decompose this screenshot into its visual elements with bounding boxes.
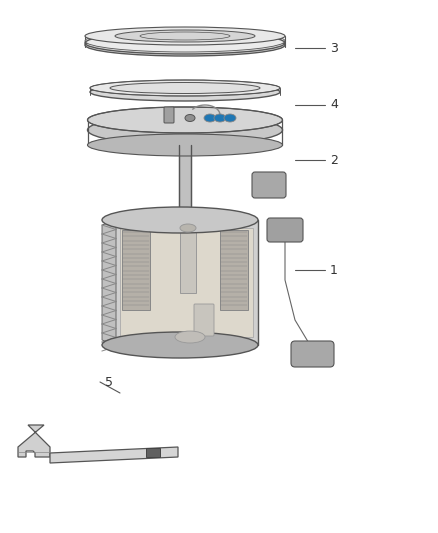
Ellipse shape bbox=[85, 30, 285, 52]
Ellipse shape bbox=[88, 107, 283, 133]
Ellipse shape bbox=[90, 80, 280, 96]
Polygon shape bbox=[116, 220, 258, 345]
FancyBboxPatch shape bbox=[252, 172, 286, 198]
Bar bbox=[220, 230, 248, 310]
Ellipse shape bbox=[85, 34, 285, 56]
Ellipse shape bbox=[90, 83, 280, 101]
Polygon shape bbox=[102, 220, 116, 345]
Text: 1: 1 bbox=[330, 263, 338, 277]
Ellipse shape bbox=[115, 30, 255, 42]
Ellipse shape bbox=[85, 27, 285, 45]
Text: 4: 4 bbox=[330, 99, 338, 111]
FancyBboxPatch shape bbox=[267, 218, 303, 242]
Ellipse shape bbox=[185, 115, 195, 122]
FancyBboxPatch shape bbox=[194, 304, 214, 336]
Polygon shape bbox=[120, 228, 253, 337]
Bar bbox=[179, 145, 191, 225]
Polygon shape bbox=[18, 425, 50, 457]
Bar bbox=[146, 448, 160, 457]
FancyBboxPatch shape bbox=[164, 107, 174, 123]
Ellipse shape bbox=[102, 332, 258, 358]
Ellipse shape bbox=[175, 331, 205, 343]
Ellipse shape bbox=[88, 134, 283, 156]
Ellipse shape bbox=[102, 207, 258, 233]
Ellipse shape bbox=[110, 83, 260, 93]
Ellipse shape bbox=[180, 224, 196, 232]
Text: 2: 2 bbox=[330, 154, 338, 166]
Bar bbox=[180, 228, 196, 293]
FancyBboxPatch shape bbox=[291, 341, 334, 367]
Text: 3: 3 bbox=[330, 42, 338, 54]
Bar bbox=[122, 230, 150, 310]
Ellipse shape bbox=[214, 114, 226, 122]
Ellipse shape bbox=[204, 114, 216, 122]
Ellipse shape bbox=[88, 115, 283, 145]
Text: 5: 5 bbox=[105, 376, 113, 389]
Ellipse shape bbox=[224, 114, 236, 122]
Polygon shape bbox=[50, 447, 178, 463]
